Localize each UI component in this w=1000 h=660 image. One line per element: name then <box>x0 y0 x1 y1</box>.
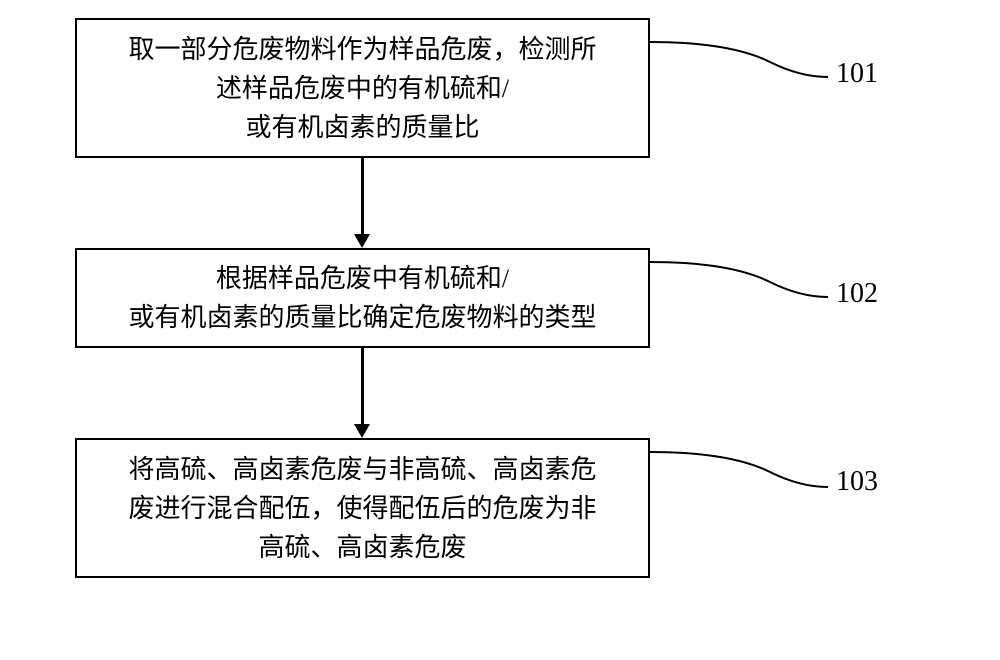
arrow-1-2 <box>354 234 370 248</box>
label-102: 102 <box>836 278 878 310</box>
label-curve-103 <box>650 442 830 502</box>
label-103: 103 <box>836 466 878 498</box>
connector-2-3 <box>361 348 364 424</box>
flowchart-step-3: 将高硫、高卤素危废与非高硫、高卤素危 废进行混合配伍，使得配伍后的危废为非 高硫… <box>75 438 650 578</box>
connector-1-2 <box>361 158 364 234</box>
step-3-text: 将高硫、高卤素危废与非高硫、高卤素危 废进行混合配伍，使得配伍后的危废为非 高硫… <box>128 450 596 567</box>
label-curve-101 <box>650 32 830 92</box>
arrow-2-3 <box>354 424 370 438</box>
step-1-text: 取一部分危废物料作为样品危废，检测所 述样品危废中的有机硫和/ 或有机卤素的质量… <box>128 30 596 147</box>
step-2-text: 根据样品危废中有机硫和/ 或有机卤素的质量比确定危废物料的类型 <box>128 259 596 337</box>
label-curve-102 <box>650 252 830 312</box>
flowchart-step-1: 取一部分危废物料作为样品危废，检测所 述样品危废中的有机硫和/ 或有机卤素的质量… <box>75 18 650 158</box>
label-101: 101 <box>836 58 878 90</box>
flowchart-step-2: 根据样品危废中有机硫和/ 或有机卤素的质量比确定危废物料的类型 <box>75 248 650 348</box>
